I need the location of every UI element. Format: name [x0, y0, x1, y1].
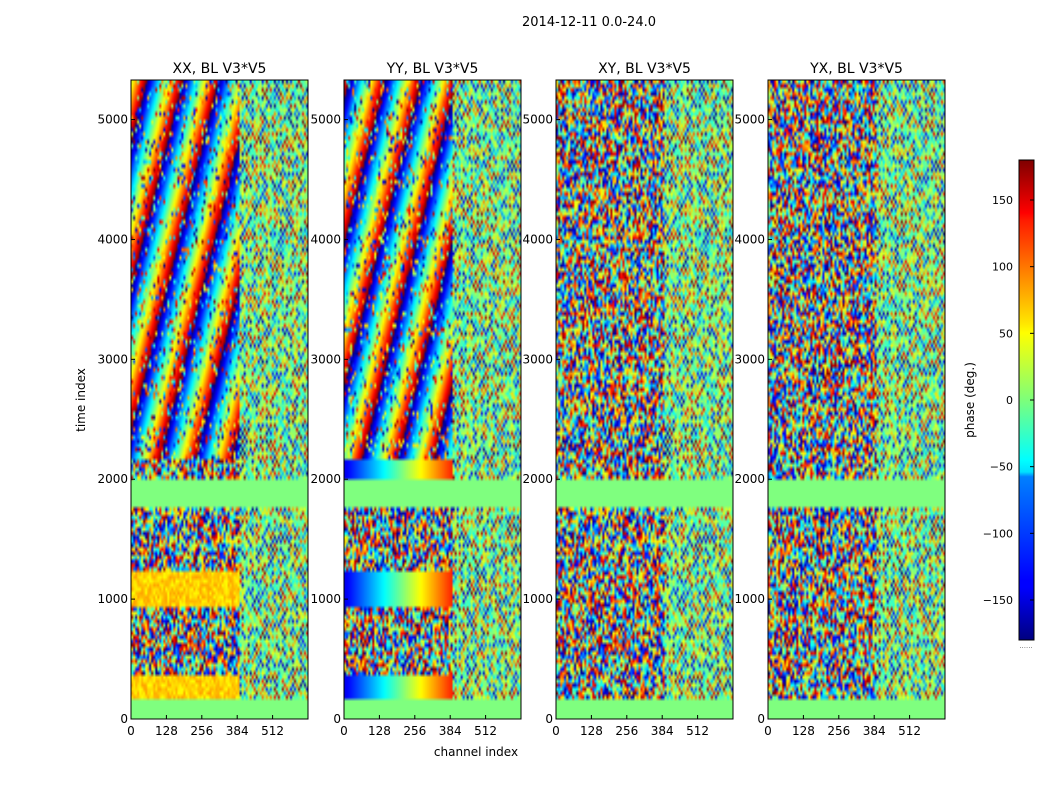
y-tick-label: 2000: [522, 472, 553, 486]
panel-frame: [555, 79, 734, 720]
y-tick-label: 5000: [734, 113, 765, 127]
colorbar-tick-label: 150: [992, 194, 1013, 207]
x-tick-label: 512: [686, 724, 709, 738]
x-tick-label: 384: [651, 724, 674, 738]
heatmap-yx: [768, 80, 945, 719]
x-tick-label: 512: [261, 724, 284, 738]
x-tick-label: 384: [863, 724, 886, 738]
y-tick-label: 1000: [522, 592, 553, 606]
x-tick-label: 256: [615, 724, 638, 738]
y-tick-label: 5000: [522, 113, 553, 127]
x-tick-label: 256: [403, 724, 426, 738]
y-tick-label: 3000: [97, 352, 128, 366]
x-tick-label: 256: [190, 724, 213, 738]
y-tick-label: 4000: [310, 232, 341, 246]
x-axis-label: channel index: [434, 745, 518, 759]
colorbar-tick-label: 0: [1006, 394, 1013, 407]
y-tick-label: 0: [757, 712, 765, 726]
y-tick-label: 4000: [97, 232, 128, 246]
colorbar-tick-label: 100: [992, 261, 1013, 274]
x-tick-label: 384: [439, 724, 462, 738]
figure-title: 2014-12-11 0.0-24.0: [522, 15, 656, 30]
panel-frame: [343, 79, 522, 720]
panel-xy: XY, BL V3*V5 0 128 256 384 512 0 1000 2000 3000 40…: [522, 61, 734, 738]
y-tick-label: 4000: [734, 232, 765, 246]
y-tick-label: 1000: [97, 592, 128, 606]
colorbar-tick-label: −150: [983, 594, 1013, 607]
heatmap-xx: [131, 80, 308, 719]
panel-title: XX, BL V3*V5: [173, 61, 267, 77]
x-tick-label: 512: [898, 724, 921, 738]
colorbar-tick-label: 50: [999, 327, 1013, 340]
x-tick-label: 128: [155, 724, 178, 738]
x-tick-label: 256: [827, 724, 850, 738]
colorbar-tick-label: −50: [990, 461, 1013, 474]
y-tick-label: 2000: [97, 472, 128, 486]
panel-xx: XX, BL V3*V5 0 128 256 384 512 0 1000 2000 3000 40…: [97, 61, 309, 738]
panel-title: YX, BL V3*V5: [809, 61, 903, 77]
panel-title: YY, BL V3*V5: [386, 61, 479, 77]
y-tick-label: 0: [120, 712, 128, 726]
panel-title: XY, BL V3*V5: [598, 61, 691, 77]
panel-frame: [130, 79, 309, 720]
colorbar-tick-label: −100: [983, 527, 1013, 540]
panel-yx: YX, BL V3*V5 0 128 256 384 512 0 1000 2000 3000 40…: [734, 61, 946, 738]
colorbar: 150 100 50 0 −50 −100 −150 phase (deg.) ......: [963, 159, 1035, 650]
y-axis-label: time index: [74, 368, 88, 432]
y-tick-label: 1000: [310, 592, 341, 606]
y-tick-label: 0: [545, 712, 553, 726]
colorbar-label: phase (deg.): [963, 362, 977, 438]
panel-frame: [767, 79, 946, 720]
y-tick-label: 2000: [734, 472, 765, 486]
y-tick-label: 5000: [310, 113, 341, 127]
y-tick-label: 2000: [310, 472, 341, 486]
x-tick-label: 0: [552, 724, 560, 738]
heatmap-xy: [556, 80, 733, 719]
x-tick-label: 128: [792, 724, 815, 738]
x-tick-label: 384: [226, 724, 249, 738]
y-tick-label: 0: [333, 712, 341, 726]
x-tick-label: 0: [127, 724, 135, 738]
y-tick-label: 5000: [97, 113, 128, 127]
heatmap-yy: [344, 80, 521, 719]
x-tick-label: 128: [580, 724, 603, 738]
y-tick-label: 4000: [522, 232, 553, 246]
x-tick-label: 512: [474, 724, 497, 738]
x-tick-label: 0: [340, 724, 348, 738]
y-tick-label: 1000: [734, 592, 765, 606]
y-tick-label: 3000: [522, 352, 553, 366]
colorbar-ticks: 150 100 50 0 −50 −100 −150: [983, 194, 1034, 607]
y-tick-label: 3000: [734, 352, 765, 366]
colorbar-footer: ......: [1019, 642, 1032, 650]
panels-group: XX, BL V3*V5 0 128 256 384 512 0 1000 2000 3000 40…: [97, 61, 946, 738]
y-tick-label: 3000: [310, 352, 341, 366]
x-tick-label: 128: [368, 724, 391, 738]
x-tick-label: 0: [764, 724, 772, 738]
panel-yy: YY, BL V3*V5 0 128 256 384 512 0 1000 2000 3000 40…: [310, 61, 522, 738]
